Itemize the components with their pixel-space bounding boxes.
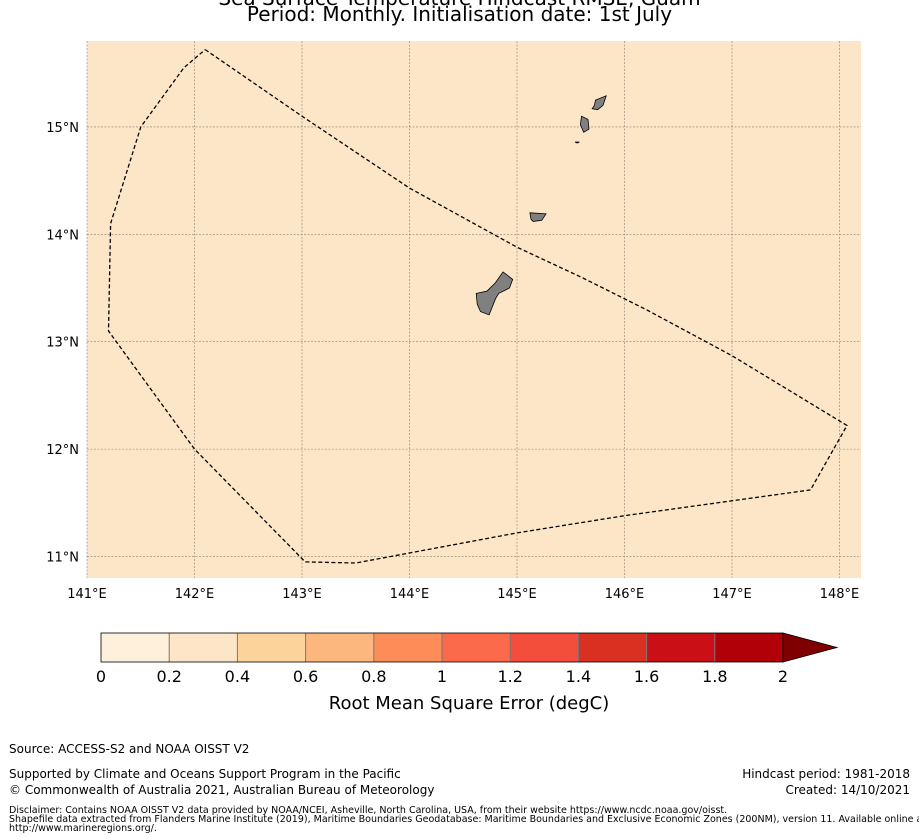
colorbar-swatch	[101, 633, 170, 662]
colorbar-extend-arrow	[782, 632, 839, 663]
island-tinian	[579, 115, 590, 133]
lat-tick-label: 11°N	[46, 551, 79, 566]
colorbar-tick-label: 1.8	[702, 667, 727, 686]
colorbar-swatch	[305, 633, 374, 662]
colorbar-swatch	[169, 633, 238, 662]
support-text: Supported by Climate and Oceans Support …	[9, 767, 401, 781]
colorbar-tick-label: 1.2	[497, 667, 522, 686]
colorbar-tick-label: 0.2	[156, 667, 181, 686]
lon-tick-label: 143°E	[282, 587, 322, 602]
colorbar: 0 0.2 0.4 0.6 0.8 1 1.2 1.4 1.6 1.8 2 Root Mean Squ…	[96, 632, 839, 714]
colorbar-swatch	[237, 633, 306, 662]
map-area: 141°E 142°E 143°E 144°E 145°E 146°E 147°E 148°E…	[46, 41, 861, 602]
island-aguijan	[574, 141, 580, 144]
lon-tick-label: 142°E	[175, 587, 215, 602]
map-background	[87, 41, 861, 578]
disclaimer-line-3: http://www.marineregions.org/.	[9, 823, 157, 834]
disclaimer-line-2: Shapefile data extracted from Flanders M…	[9, 814, 919, 825]
lon-tick-label: 144°E	[390, 587, 430, 602]
lon-tick-label: 145°E	[497, 587, 537, 602]
lat-tick-label: 15°N	[46, 121, 79, 136]
chart-subtitle: Period: Monthly. Initialisation date: 1s…	[246, 2, 673, 26]
colorbar-tick-label: 0.8	[361, 667, 386, 686]
lon-tick-label: 147°E	[712, 587, 752, 602]
copyright-text: © Commonwealth of Australia 2021, Austra…	[9, 783, 435, 797]
disclaimer-line-1: Disclaimer: Contains NOAA OISST V2 data …	[9, 805, 728, 816]
colorbar-tick-label: 0.4	[225, 667, 250, 686]
hindcast-period-text: Hindcast period: 1981-2018	[742, 767, 910, 781]
colorbar-swatch	[510, 633, 579, 662]
colorbar-swatch	[646, 633, 715, 662]
lon-tick-label: 141°E	[67, 587, 107, 602]
colorbar-swatch	[442, 633, 511, 662]
colorbar-tick-label: 1	[437, 667, 447, 686]
source-text: Source: ACCESS-S2 and NOAA OISST V2	[9, 742, 250, 756]
colorbar-tick-label: 2	[778, 667, 788, 686]
lat-tick-label: 14°N	[46, 228, 79, 243]
colorbar-tick-label: 0.6	[293, 667, 318, 686]
lon-tick-label: 148°E	[820, 587, 860, 602]
colorbar-label: Root Mean Square Error (degC)	[329, 693, 610, 714]
island-rota	[529, 212, 547, 222]
colorbar-frame	[100, 632, 784, 663]
lat-tick-label: 13°N	[46, 336, 79, 351]
colorbar-tick-label: 0	[96, 667, 106, 686]
colorbar-swatch	[373, 633, 442, 662]
island-saipan	[591, 95, 607, 111]
colorbar-tick-label: 1.6	[634, 667, 659, 686]
island-guam	[475, 271, 514, 316]
colorbar-tick-label: 1.4	[566, 667, 591, 686]
colorbar-swatch	[578, 633, 647, 662]
lon-tick-label: 146°E	[605, 587, 645, 602]
colorbar-swatch	[714, 633, 783, 662]
created-date-text: Created: 14/10/2021	[785, 783, 910, 797]
lat-tick-label: 12°N	[46, 443, 79, 458]
chart-title: Sea Surface Temperature Hindcast RMSE, G…	[0, 0, 919, 10]
